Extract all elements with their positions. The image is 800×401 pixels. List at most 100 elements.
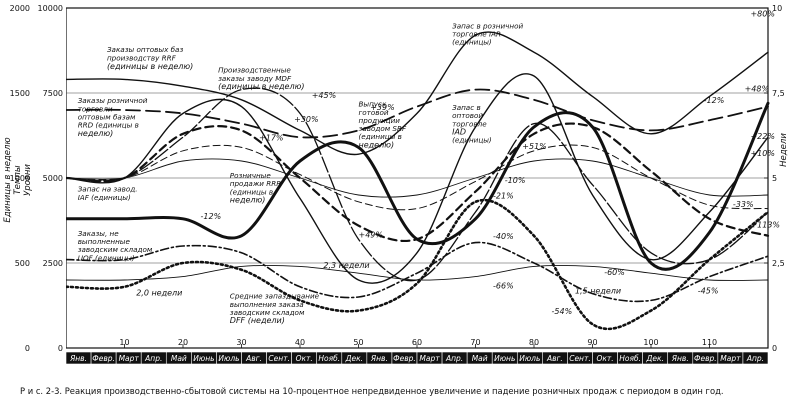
- annotation-14: Выпуск: [359, 100, 388, 109]
- month-label-5: Июнь: [193, 354, 214, 363]
- annotation-16: продукции: [359, 116, 401, 125]
- annotation-76: +10%: [750, 149, 774, 158]
- axis-title-left-mid: Темпы: [13, 165, 23, 194]
- month-label-23: Дек.: [645, 354, 663, 363]
- right-tick-4: 10: [772, 4, 782, 13]
- month-label-20: Сент.: [569, 354, 591, 363]
- month-label-9: Окт.: [296, 354, 313, 363]
- annotation-9: Заказы розничной: [78, 96, 148, 105]
- x-tick-label-1: 20: [178, 338, 188, 347]
- x-tick-label-7: 80: [529, 338, 539, 347]
- annotation-22: торговле: [452, 119, 487, 128]
- month-label-26: Март: [720, 354, 741, 363]
- month-label-27: Апр.: [746, 354, 764, 363]
- month-label-2: Март: [119, 354, 140, 363]
- x-tick-label-8: 90: [587, 338, 597, 347]
- series-layer: [64, 31, 770, 331]
- annotation-19: неделю): [359, 140, 395, 149]
- series-unlabeled-10: [65, 264, 769, 281]
- annotation-37: заводским складом: [230, 308, 305, 317]
- annotation-24: (единицы): [452, 136, 492, 145]
- left-outer-tick-2: 1000: [10, 174, 30, 183]
- month-label-17: Июнь: [494, 354, 515, 363]
- month-label-18: Июль: [519, 354, 540, 363]
- series-rrd: [65, 144, 769, 211]
- left-outer-tick-1: 500: [15, 259, 30, 268]
- series-dff: [64, 198, 770, 331]
- annotation-5: (единицы в неделю): [218, 82, 304, 91]
- annotation-18: (единицы в: [359, 132, 402, 141]
- x-tick-label-4: 50: [353, 338, 363, 347]
- series-iaf: [64, 101, 770, 271]
- month-label-8: Сент.: [268, 354, 290, 363]
- x-tick-label-10: 110: [702, 338, 717, 347]
- annotation-23: IAD: [452, 127, 466, 136]
- left-inner-tick-4: 10000: [38, 4, 63, 13]
- annotation-56: +39%: [370, 103, 394, 112]
- annotation-29: Запас на завод.: [78, 185, 138, 194]
- annotation-12: RRD (единицы в: [78, 121, 139, 130]
- annotation-15: готовой: [359, 108, 389, 117]
- series-rrf: [64, 122, 770, 243]
- annotation-33: заводским складом: [78, 245, 153, 254]
- annotation-61: -66%: [493, 282, 514, 291]
- annotation-6: Запас в розничной: [452, 21, 523, 30]
- month-cell-27: [742, 351, 769, 365]
- left-outer-tick-3: 1500: [10, 89, 30, 98]
- annotation-59: -21%: [493, 191, 514, 200]
- annotation-2: (единицы в неделю): [107, 62, 193, 71]
- annotation-72: -12%: [704, 96, 725, 105]
- annotation-65: +49%: [359, 231, 383, 240]
- annotation-10: торговли: [78, 104, 113, 113]
- left-inner-tick-0: 0: [58, 344, 63, 353]
- month-label-7: Авг.: [245, 354, 262, 363]
- annotation-40: 2,3 недели: [323, 261, 369, 270]
- annotation-4: заказы заводу MDF: [218, 74, 292, 83]
- annotation-73: +48%: [745, 84, 769, 93]
- axis-title-left-inner: Уровни: [23, 164, 33, 196]
- annotation-11: оптовым базам: [78, 113, 136, 122]
- annotation-20: Запас в: [452, 103, 481, 112]
- month-label-14: Март: [419, 354, 440, 363]
- annotation-1: производству RRF: [107, 54, 177, 63]
- annotation-69: +80%: [750, 10, 774, 19]
- annotation-55: +17%: [259, 134, 283, 143]
- axis-title-right: Недели: [779, 133, 789, 167]
- annotation-8: (единицы): [452, 38, 492, 47]
- series-uof: [65, 241, 769, 303]
- x-tick-label-6: 70: [470, 338, 480, 347]
- month-band: Янв. Февр. Март Апр. Май Июнь Июль Авг. Сент. Окт…: [65, 351, 769, 365]
- month-label-21: Окт.: [596, 354, 613, 363]
- annotation-26: продажи RRR: [230, 179, 281, 188]
- annotation-36: выполнения заказа: [230, 300, 304, 309]
- annotation-75: +22%: [750, 132, 774, 141]
- annotation-0: Заказы оптовых баз: [107, 45, 184, 54]
- axes: 0 0 0 500 2500 2,5 1000 5000 5 1500 7500 7,5 2000 100…: [3, 4, 789, 353]
- left-inner-tick-1: 2500: [43, 259, 63, 268]
- annotation-54: +30%: [294, 115, 318, 124]
- month-label-10: Нояб.: [318, 354, 340, 363]
- month-label-13: Февр.: [393, 354, 416, 363]
- right-tick-1: 2,5: [772, 259, 785, 268]
- right-tick-3: 7,5: [772, 89, 785, 98]
- month-label-11: Дек.: [345, 354, 363, 363]
- axis-title-left-outer: Единицы в неделю: [3, 137, 13, 222]
- annotation-34: UOF (единицы): [78, 253, 135, 262]
- month-label-6: Июль: [218, 354, 239, 363]
- month-label-22: Нояб.: [619, 354, 641, 363]
- annotation-28: неделю): [230, 195, 266, 204]
- month-label-15: Апр.: [445, 354, 463, 363]
- annotation-68: +113%: [750, 220, 780, 229]
- month-label-24: Янв.: [671, 354, 689, 363]
- annotation-35: Средние запаздывание: [230, 292, 320, 301]
- series-iad: [65, 88, 769, 139]
- left-outer-tick-4: 2000: [10, 4, 30, 13]
- annotation-60: -40%: [493, 232, 514, 241]
- annotation-30: IAF (единицы): [78, 193, 131, 202]
- x-tick-label-0: 10: [119, 338, 129, 347]
- annotation-13: неделю): [78, 129, 114, 138]
- annotation-57: +51%: [522, 142, 546, 151]
- annotation-63: -60%: [604, 268, 625, 277]
